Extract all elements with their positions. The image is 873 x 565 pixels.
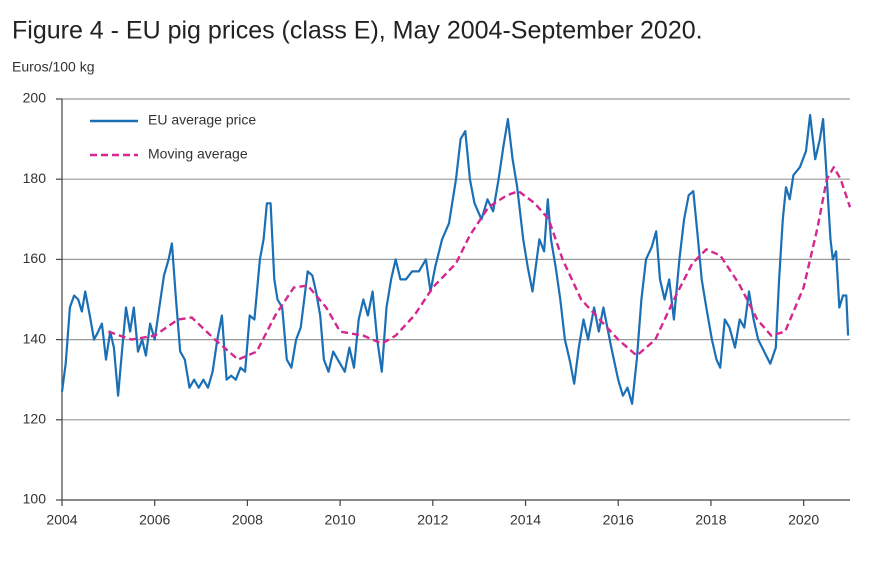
x-tick-label: 2004: [46, 512, 77, 528]
y-axis-label: Euros/100 kg: [12, 59, 95, 75]
y-tick-label: 200: [23, 90, 47, 106]
data-line: [60, 113, 850, 405]
x-tick-label: 2020: [788, 512, 819, 528]
legend-label: Moving average: [148, 146, 248, 162]
x-tick-label: 2008: [232, 512, 263, 528]
x-tick-label: 2014: [510, 512, 541, 528]
x-tick-label: 2006: [139, 512, 170, 528]
legend-label: EU average price: [148, 112, 256, 128]
x-tick-label: 2010: [325, 512, 356, 528]
x-tick-label: 2018: [695, 512, 726, 528]
x-tick-label: 2016: [603, 512, 634, 528]
y-tick-label: 100: [23, 491, 47, 507]
y-tick-label: 140: [23, 330, 47, 346]
y-tick-label: 180: [23, 170, 47, 186]
y-tick-label: 160: [23, 250, 47, 266]
x-tick-label: 2012: [417, 512, 448, 528]
chart-title: Figure 4 - EU pig prices (class E), May …: [12, 17, 703, 45]
y-tick-label: 120: [23, 411, 47, 427]
